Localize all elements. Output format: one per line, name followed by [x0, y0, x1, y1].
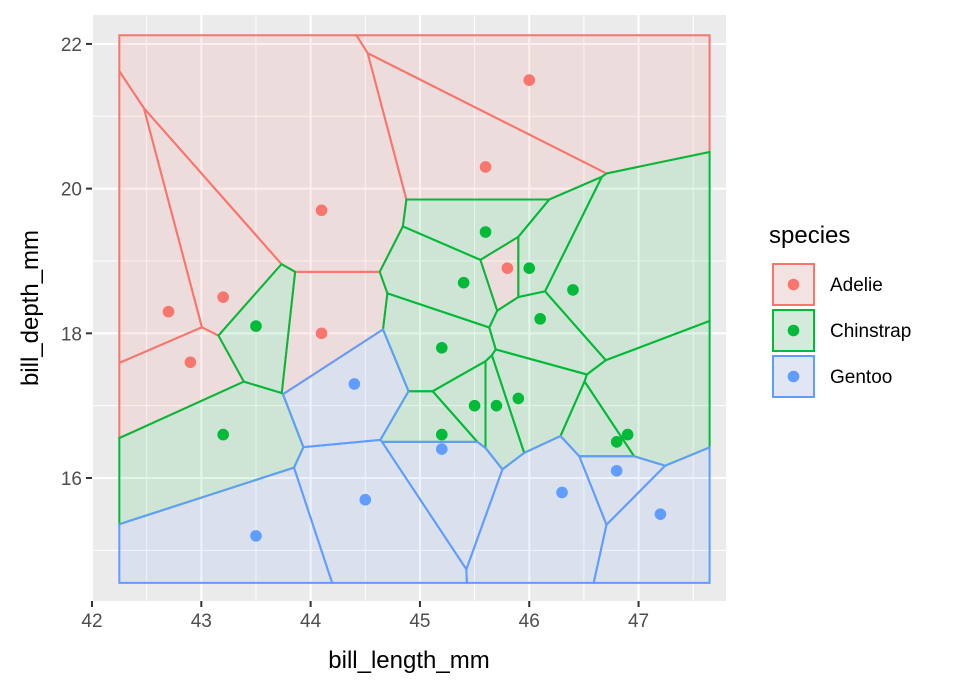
data-point [534, 313, 546, 325]
voronoi-cell-fill [282, 329, 409, 448]
data-point [479, 226, 492, 238]
data-point [315, 204, 328, 217]
x-axis-title: bill_length_mm [328, 647, 489, 674]
legend-key-point [787, 324, 800, 337]
data-point [556, 486, 568, 499]
data-point [523, 74, 536, 86]
voronoi-cell-fill [489, 291, 606, 375]
legend-title: species [769, 222, 850, 249]
voronoi-cell-fill [432, 361, 486, 449]
x-tick-label: 47 [628, 611, 649, 632]
x-axis: 42 43 44 45 46 47 [81, 601, 649, 632]
voronoi-cells [118, 34, 711, 584]
voronoi-cell-fill [593, 447, 710, 583]
voronoi-cell-fill [379, 226, 498, 328]
legend: species Adelie Chinstrap Gentoo [769, 222, 911, 398]
legend-key-point [787, 278, 800, 291]
legend-item: Chinstrap [772, 309, 911, 352]
data-point [217, 428, 229, 441]
data-point [523, 262, 536, 275]
data-point [217, 291, 229, 303]
data-point [359, 493, 372, 506]
cell-fills [119, 35, 710, 583]
y-tick-label: 18 [61, 324, 82, 345]
voronoi-cell-border [592, 445, 711, 584]
grid-major [91, 15, 726, 601]
legend-key-point [787, 370, 800, 383]
data-point [610, 464, 623, 477]
y-axis-title: bill_depth_mm [17, 230, 44, 386]
data-point [468, 399, 481, 412]
voronoi-cell-fill [380, 391, 478, 442]
legend-item: Adelie [772, 263, 883, 306]
voronoi-cell-fill [294, 439, 467, 583]
data-point [654, 508, 667, 520]
data-point [457, 276, 470, 289]
voronoi-cell-fill [518, 176, 602, 298]
voronoi-cell-border [281, 327, 410, 449]
data-point [567, 284, 579, 296]
data-point [348, 378, 361, 390]
voronoi-cell-fill [119, 467, 333, 583]
legend-label: Adelie [830, 275, 883, 296]
voronoi-cell-fill [491, 349, 587, 453]
data-point [184, 356, 197, 369]
grid-minor [92, 15, 726, 601]
data-point [250, 320, 262, 332]
data-point [435, 443, 448, 455]
voronoi-cell-fill [119, 35, 407, 272]
data-points [162, 74, 667, 542]
x-tick-label: 45 [409, 611, 430, 632]
x-tick-label: 46 [519, 611, 540, 632]
data-point [610, 436, 623, 448]
voronoi-cell-fill [367, 53, 607, 200]
x-tick-label: 42 [81, 611, 102, 632]
voronoi-cell-border [118, 466, 334, 584]
data-point [512, 392, 525, 405]
voronoi-cell-fill [119, 71, 202, 363]
voronoi-cell-fill [402, 199, 550, 260]
x-tick-label: 43 [191, 611, 212, 632]
y-tick-label: 22 [61, 35, 82, 56]
legend-label: Gentoo [830, 367, 892, 388]
voronoi-cell-fill [119, 327, 244, 439]
voronoi-cell-fill [356, 35, 710, 174]
voronoi-cell-fill [545, 151, 710, 361]
data-point [501, 262, 514, 275]
x-tick-label: 44 [300, 611, 322, 632]
legend-item: Gentoo [772, 355, 892, 398]
y-tick-label: 20 [61, 180, 82, 201]
data-point [250, 530, 262, 542]
voronoi-cell-fill [381, 441, 503, 570]
data-point [490, 399, 503, 412]
cell-borders [118, 34, 711, 584]
data-point [435, 341, 448, 354]
voronoi-cell-fill [281, 271, 388, 395]
legend-label: Chinstrap [830, 321, 911, 342]
y-tick-label: 16 [61, 469, 82, 490]
data-point [162, 305, 175, 318]
data-point [315, 327, 328, 340]
voronoi-cell-fill [143, 108, 282, 336]
data-point [435, 428, 448, 441]
data-point [479, 161, 492, 173]
voronoi-cell-fill [383, 293, 496, 392]
y-axis: 16 18 20 22 [61, 35, 92, 490]
voronoi-cell-fill [485, 355, 525, 470]
voronoi-cell-fill [480, 236, 519, 311]
data-point [621, 428, 634, 441]
